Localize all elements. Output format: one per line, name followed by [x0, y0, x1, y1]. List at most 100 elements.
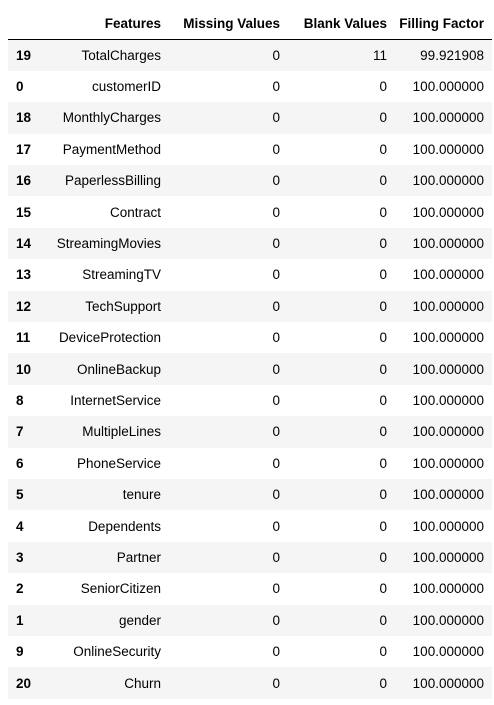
- table-row: 18 MonthlyCharges 0 0 100.000000: [8, 102, 492, 134]
- missing-values-cell: 0: [272, 392, 280, 408]
- table-row: 10 OnlineBackup 0 0 100.000000: [8, 353, 492, 385]
- blank-values-cell: 0: [379, 361, 387, 377]
- blank-values-cell: 0: [379, 330, 387, 346]
- table-row: 9 OnlineSecurity 0 0 100.000000: [8, 635, 492, 668]
- feature-name-cell: TotalCharges: [81, 47, 161, 63]
- feature-name-cell: OnlineSecurity: [73, 644, 161, 660]
- feature-name-cell: Churn: [124, 675, 161, 691]
- dataframe-table: Features Missing Values Blank Values Fil…: [8, 8, 492, 699]
- row-index: 16: [16, 173, 32, 189]
- filling-factor-cell: 100.000000: [412, 236, 484, 252]
- row-index: 6: [16, 455, 24, 471]
- row-index: 3: [16, 549, 24, 565]
- table-row: 5 tenure 0 0 100.000000: [8, 478, 492, 511]
- table-row: 17 PaymentMethod 0 0 100.000000: [8, 133, 492, 166]
- blank-values-cell: 0: [379, 392, 387, 408]
- blank-values-cell: 0: [379, 204, 387, 220]
- table-header: Features Missing Values Blank Values Fil…: [8, 8, 492, 40]
- feature-name-cell: DeviceProtection: [58, 330, 161, 346]
- feature-name-cell: customerID: [91, 79, 161, 95]
- filling-factor-cell: 100.000000: [412, 455, 484, 471]
- feature-name-cell: gender: [118, 612, 161, 628]
- row-index: 17: [16, 141, 32, 157]
- missing-values-cell: 0: [272, 581, 280, 597]
- features-column-header: Features: [40, 8, 169, 40]
- table-row: 0 customerID 0 0 100.000000: [8, 70, 492, 103]
- missing-values-cell: 0: [272, 361, 280, 377]
- feature-name-cell: PhoneService: [76, 455, 161, 471]
- row-index: 18: [16, 110, 32, 126]
- table-row: 8 InternetService 0 0 100.000000: [8, 384, 492, 417]
- feature-name-cell: TechSupport: [85, 298, 161, 314]
- row-index: 20: [16, 675, 32, 691]
- row-index: 15: [16, 204, 32, 220]
- blank-values-cell: 0: [379, 518, 387, 534]
- row-index: 8: [16, 392, 24, 408]
- missing-values-cell: 0: [272, 549, 280, 565]
- blank-values-cell: 0: [379, 581, 387, 597]
- missing-values-cell: 0: [272, 141, 280, 157]
- filling-factor-cell: 100.000000: [412, 173, 484, 189]
- filling-factor-cell: 100.000000: [412, 424, 484, 440]
- missing-values-cell: 0: [272, 644, 280, 660]
- filling-factor-cell: 99.921908: [420, 47, 484, 63]
- table-row: 15 Contract 0 0 100.000000: [8, 196, 492, 228]
- blank-values-cell: 0: [379, 110, 387, 126]
- feature-name-cell: PaperlessBilling: [64, 173, 161, 189]
- blank-values-cell: 0: [379, 644, 387, 660]
- feature-name-cell: StreamingMovies: [56, 236, 161, 252]
- filling-factor-column-header: Filling Factor: [395, 8, 492, 40]
- missing-values-cell: 0: [272, 424, 280, 440]
- feature-name-cell: tenure: [122, 487, 161, 503]
- missing-values-cell: 0: [272, 267, 280, 283]
- table-body: 19 TotalCharges 0 11 99.921908 0 customerID 0 0 1…: [8, 39, 492, 699]
- filling-factor-cell: 100.000000: [412, 487, 484, 503]
- filling-factor-cell: 100.000000: [412, 581, 484, 597]
- feature-name-cell: SeniorCitizen: [80, 581, 161, 597]
- table-row: 1 gender 0 0 100.000000: [8, 604, 492, 636]
- missing-values-cell: 0: [272, 612, 280, 628]
- missing-values-cell: 0: [272, 204, 280, 220]
- row-index: 9: [16, 644, 24, 660]
- missing-values-cell: 0: [272, 455, 280, 471]
- row-index: 11: [16, 330, 31, 346]
- table-row: 12 TechSupport 0 0 100.000000: [8, 290, 492, 323]
- missing-values-cell: 0: [272, 487, 280, 503]
- filling-factor-cell: 100.000000: [412, 267, 484, 283]
- missing-values-cell: 0: [272, 79, 280, 95]
- filling-factor-cell: 100.000000: [412, 549, 484, 565]
- table-row: 19 TotalCharges 0 11 99.921908: [8, 39, 492, 71]
- missing-values-cell: 0: [272, 47, 280, 63]
- table-row: 6 PhoneService 0 0 100.000000: [8, 447, 492, 479]
- feature-name-cell: StreamingTV: [82, 267, 161, 283]
- row-index: 1: [16, 612, 24, 628]
- feature-name-cell: InternetService: [70, 392, 161, 408]
- table-row: 7 MultipleLines 0 0 100.000000: [8, 416, 492, 448]
- blank-values-cell: 0: [379, 236, 387, 252]
- filling-factor-cell: 100.000000: [412, 330, 484, 346]
- blank-values-cell: 0: [379, 675, 387, 691]
- blank-values-cell: 11: [372, 47, 387, 63]
- table-row: 2 SeniorCitizen 0 0 100.000000: [8, 573, 492, 605]
- missing-values-cell: 0: [272, 330, 280, 346]
- table-row: 14 StreamingMovies 0 0 100.000000: [8, 227, 492, 260]
- feature-name-cell: Dependents: [88, 518, 161, 534]
- feature-name-cell: MultipleLines: [82, 424, 161, 440]
- row-index: 2: [16, 581, 24, 597]
- feature-name-cell: Contract: [109, 204, 161, 220]
- blank-values-cell: 0: [379, 267, 387, 283]
- feature-name-cell: Partner: [116, 549, 161, 565]
- missing-values-cell: 0: [272, 675, 280, 691]
- blank-values-cell: 0: [379, 173, 387, 189]
- blank-values-cell: 0: [379, 298, 387, 314]
- feature-name-cell: OnlineBackup: [76, 361, 161, 377]
- filling-factor-cell: 100.000000: [412, 518, 484, 534]
- blank-values-cell: 0: [379, 455, 387, 471]
- missing-values-cell: 0: [272, 236, 280, 252]
- feature-name-cell: MonthlyCharges: [62, 110, 161, 126]
- table-row: 16 PaperlessBilling 0 0 100.000000: [8, 165, 492, 197]
- missing-values-column-header: Missing Values: [169, 8, 288, 40]
- filling-factor-cell: 100.000000: [412, 392, 484, 408]
- header-row: Features Missing Values Blank Values Fil…: [8, 8, 492, 40]
